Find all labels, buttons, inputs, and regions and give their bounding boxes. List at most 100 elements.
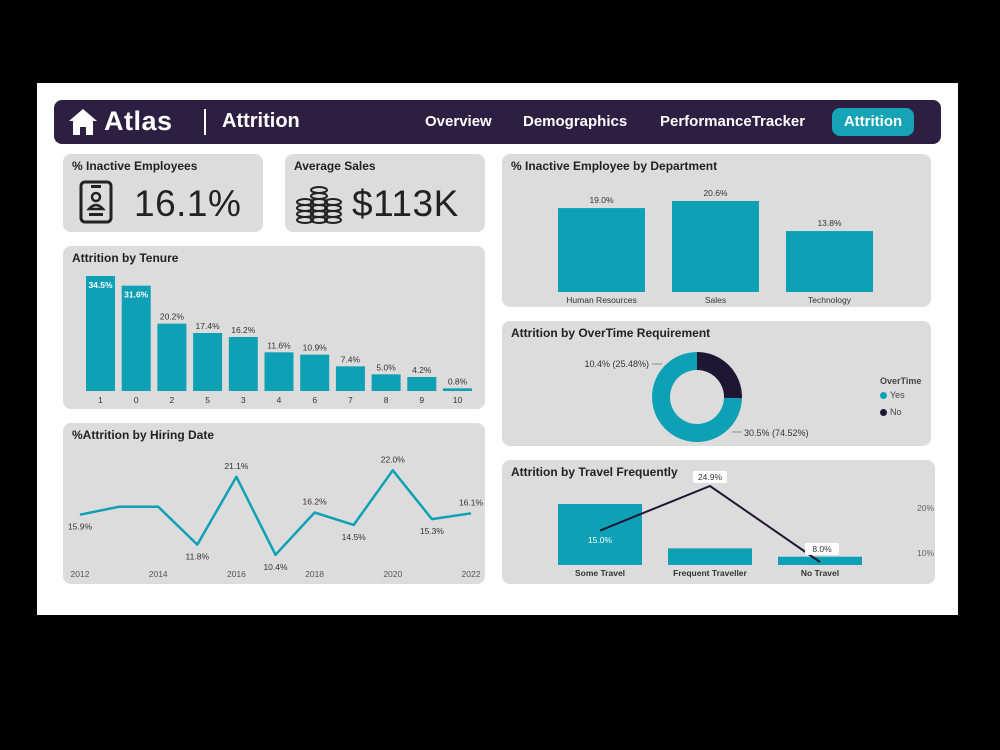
tick-label: Technology (808, 295, 852, 305)
travel-combo-chart: 20% 10% Some Travel Frequent Traveller No Tr… (558, 471, 934, 578)
data-label: 16.2% (303, 497, 328, 507)
hiring-chart-card: %Attrition by Hiring Date 15.9% 11.8% 21.1… (63, 423, 485, 584)
tick-label: 5 (205, 395, 210, 405)
hiring-line-chart: 15.9% 11.8% 21.1% 10.4% 16.2% 14.5% 22.0% 15.3%… (68, 454, 484, 579)
bar (672, 201, 759, 292)
tick-label: 0 (134, 395, 139, 405)
data-label: 13.8% (817, 218, 842, 228)
bar (335, 366, 365, 391)
tick-label: 2 (170, 395, 175, 405)
legend-label: Yes (890, 390, 905, 400)
data-label: 21.1% (224, 461, 249, 471)
chart-title: Attrition by OverTime Requirement (511, 326, 711, 340)
legend-label: No (890, 407, 902, 417)
legend-item-yes[interactable]: Yes (880, 390, 905, 400)
kpi-value-sales: $113K (352, 183, 459, 224)
dashboard-frame: Atlas Attrition Overview Demographics Pe… (37, 83, 958, 615)
chart-title: Attrition by Tenure (72, 251, 179, 265)
tick-label: 2020 (383, 569, 402, 579)
data-label: 14.5% (342, 532, 367, 542)
legend-dot-icon (880, 392, 887, 399)
tick-label: 9 (419, 395, 424, 405)
overtime-chart-card: Attrition by OverTime Requirement 10.4% … (502, 321, 931, 446)
bar (407, 377, 437, 391)
data-label: 16.1% (459, 497, 484, 507)
data-label: 5.0% (376, 362, 396, 372)
tick-label: Frequent Traveller (673, 568, 747, 578)
data-label: 17.4% (196, 321, 221, 331)
tick-label: 1 (98, 395, 103, 405)
home-icon[interactable] (68, 108, 98, 136)
data-label-box (805, 543, 839, 555)
nav-performance-tracker[interactable]: PerformanceTracker (660, 113, 806, 130)
id-badge-icon (79, 180, 113, 224)
bar (121, 285, 151, 391)
data-label: 11.8% (186, 552, 210, 562)
legend-item-no[interactable]: No (880, 407, 902, 417)
bar (193, 333, 223, 391)
legend-title: OverTime (880, 376, 922, 386)
chart-title: %Attrition by Hiring Date (72, 428, 215, 442)
kpi-value-inactive: 16.1% (134, 183, 242, 224)
tick-label: 4 (277, 395, 282, 405)
bar (371, 374, 401, 391)
axis-tick-label: 20% (917, 503, 934, 513)
data-label: 30.5% (74.52%) (744, 428, 809, 438)
bar (300, 354, 330, 391)
travel-chart-card: Attrition by Travel Frequently 20% 10% Som… (502, 460, 935, 584)
data-label: 16.2% (231, 325, 256, 335)
department-chart-card: % Inactive Employee by Department 19.0% H… (502, 154, 931, 307)
data-label: 10.4% (25.48%) (584, 359, 649, 369)
data-label: 15.0% (588, 535, 613, 545)
kpi-card-inactive: % Inactive Employees 16.1% (63, 154, 263, 232)
overtime-donut-chart: 10.4% (25.48%) 30.5% (74.52%) (584, 352, 809, 442)
department-bar-chart: 19.0% Human Resources 20.6% Sales 13.8% Techn… (558, 188, 873, 305)
bar (443, 388, 472, 391)
bar (786, 231, 873, 292)
nav-demographics[interactable]: Demographics (523, 113, 628, 130)
coin-stack-icon (296, 186, 342, 224)
top-navigation-bar: Atlas Attrition Overview Demographics Pe… (54, 100, 941, 144)
data-label: 15.9% (68, 522, 93, 532)
donut-slice (697, 352, 742, 399)
chart-title: % Inactive Employee by Department (511, 159, 718, 173)
tick-label: No Travel (801, 568, 839, 578)
tick-label: Human Resources (566, 295, 636, 305)
tick-label: Sales (705, 295, 726, 305)
tick-label: 10 (453, 395, 463, 405)
tick-label: 2018 (305, 569, 324, 579)
kpi-title: Average Sales (294, 159, 376, 173)
bar (86, 276, 115, 391)
data-label: 24.9% (698, 472, 723, 482)
tick-label: 6 (312, 395, 317, 405)
data-label-box (583, 534, 617, 546)
data-label: 34.5% (88, 280, 113, 290)
kpi-card-sales: Average Sales $113K (285, 154, 485, 232)
tick-label: 8 (384, 395, 389, 405)
app-title: Atlas (104, 106, 173, 136)
nav-overview[interactable]: Overview (425, 113, 492, 130)
data-label: 15.3% (420, 526, 445, 536)
axis-tick-label: 10% (917, 548, 934, 558)
data-label: 8.0% (812, 544, 832, 554)
data-label: 7.4% (341, 354, 361, 364)
bar (228, 337, 258, 391)
data-label: 20.2% (160, 312, 185, 322)
data-label-box (693, 471, 727, 483)
tick-label: 2014 (149, 569, 168, 579)
chart-title: Attrition by Travel Frequently (511, 465, 678, 479)
tenure-bar-chart: 34.5% 1 31.6% 0 20.2% 2 17.4% 5 16.2% 3 11.6% 4 10.9… (86, 276, 472, 405)
data-label: 31.6% (124, 290, 149, 300)
bar (264, 352, 294, 391)
bar (558, 208, 645, 292)
data-label: 10.9% (303, 343, 328, 353)
tick-label: 3 (241, 395, 246, 405)
data-label: 4.2% (412, 365, 432, 375)
nav-attrition[interactable]: Attrition (832, 108, 914, 136)
bar (157, 323, 187, 391)
data-label: 22.0% (381, 454, 406, 464)
data-label: 0.8% (448, 376, 468, 386)
tick-label: 2022 (462, 569, 481, 579)
data-label: 10.4% (263, 562, 288, 572)
page-title: Attrition (222, 110, 300, 132)
